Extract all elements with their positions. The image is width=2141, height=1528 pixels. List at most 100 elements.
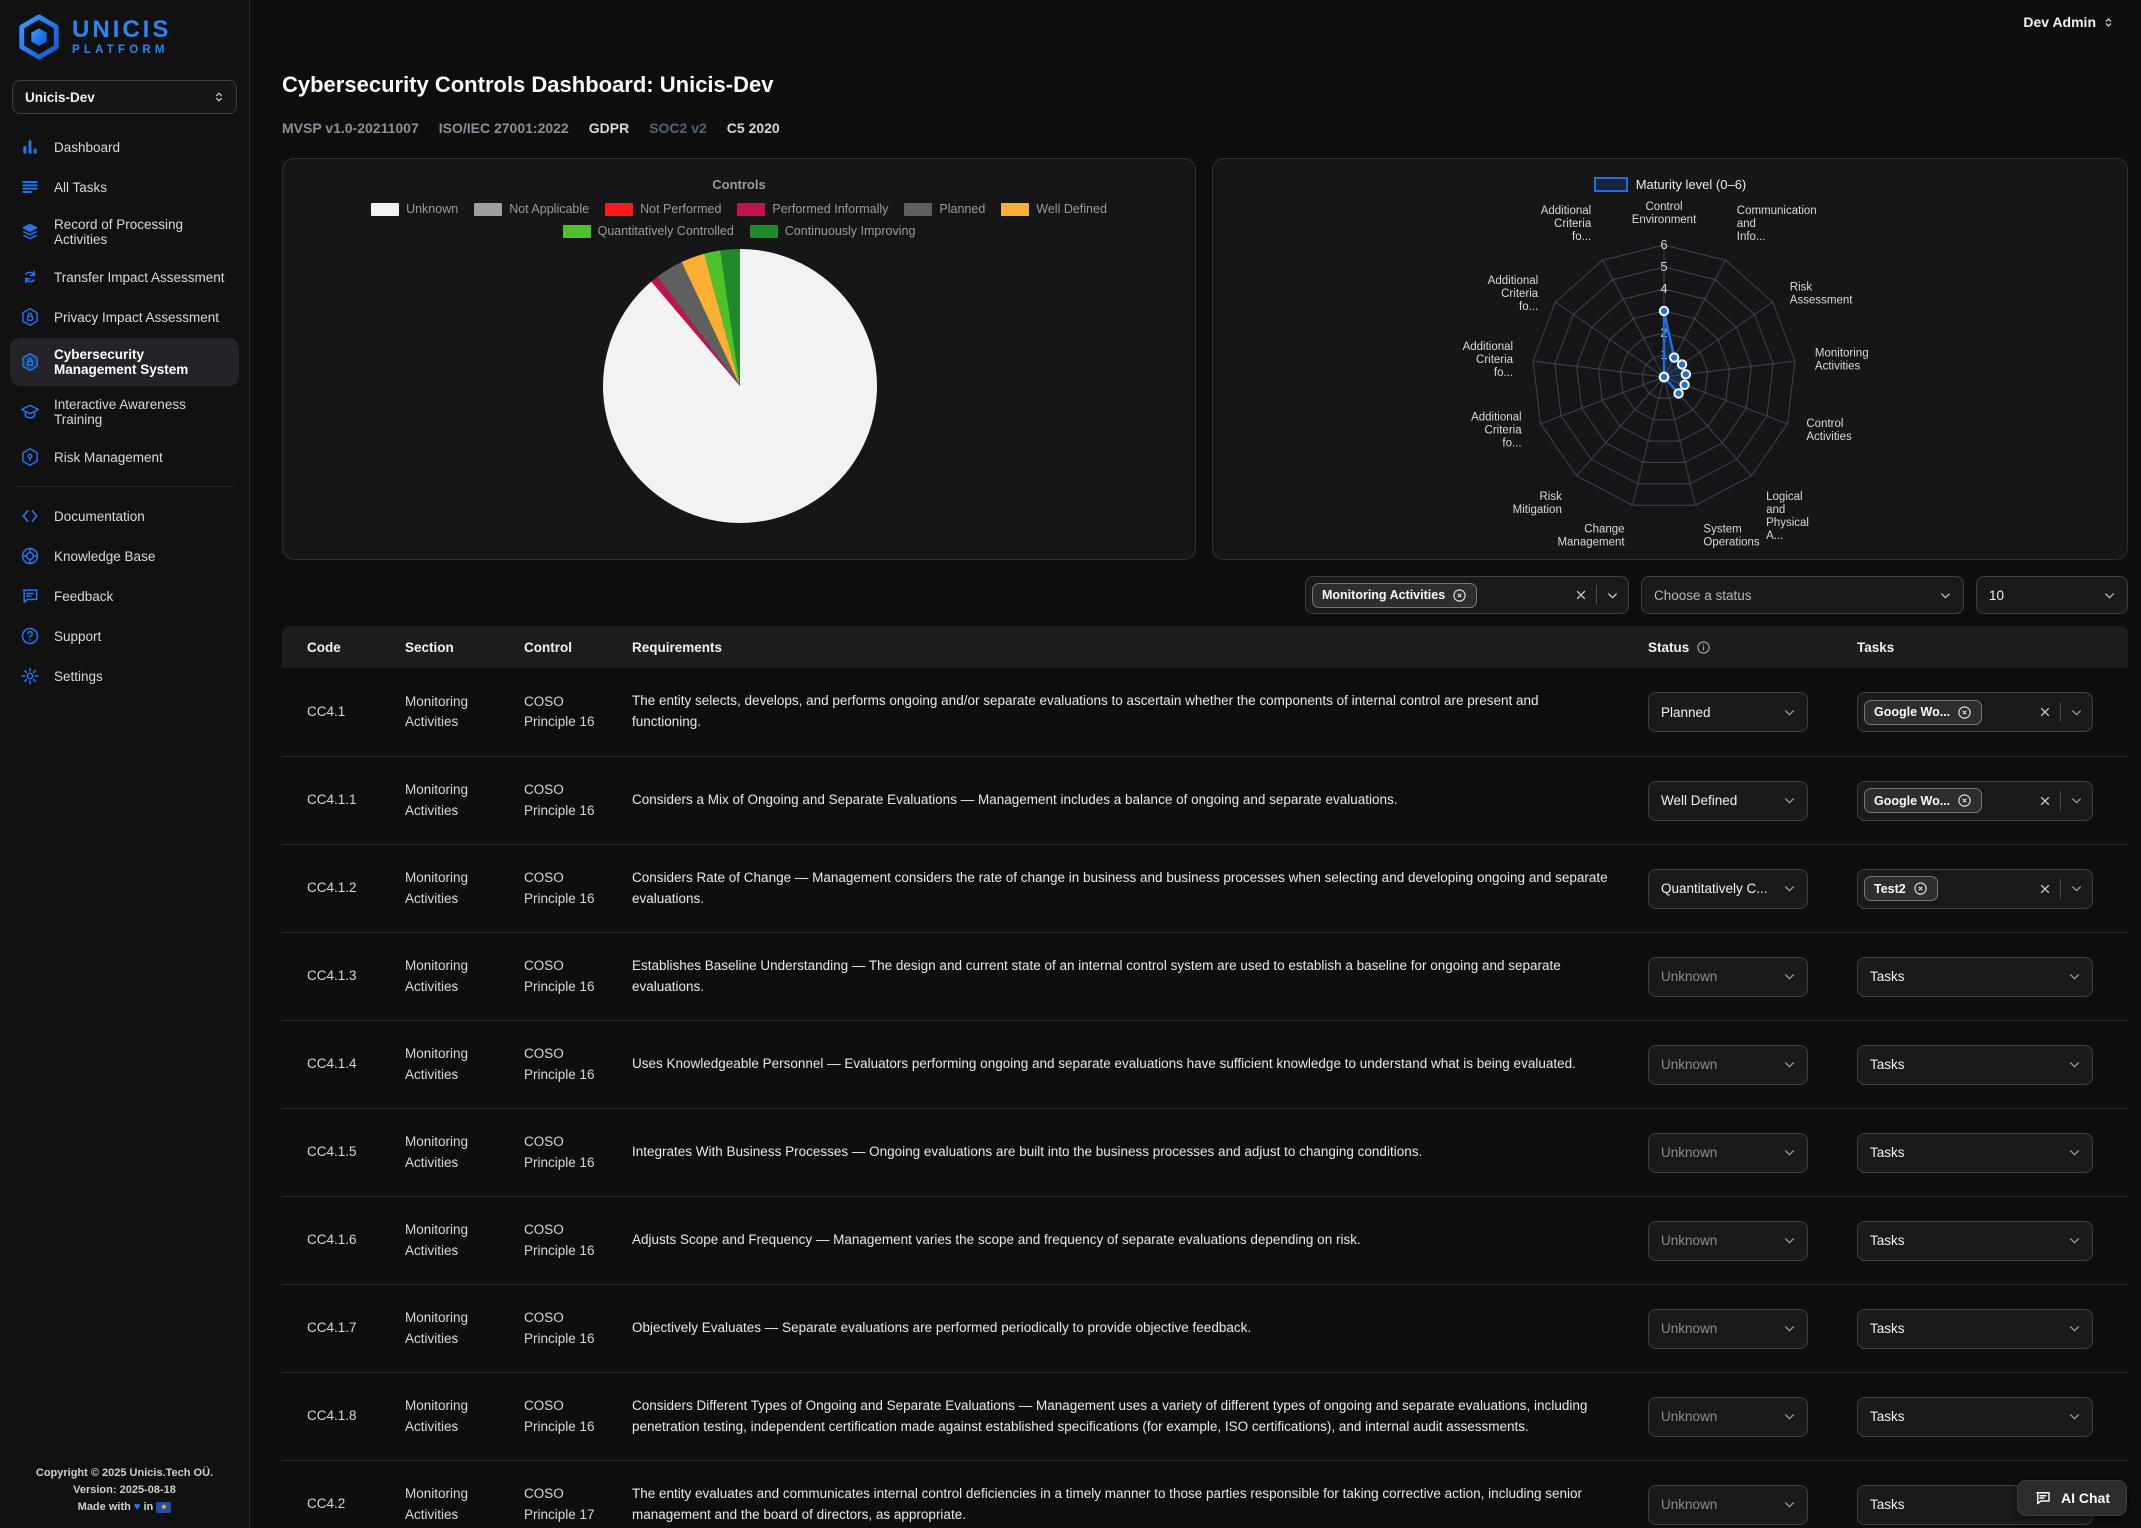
status-select[interactable]: Quantitatively C... <box>1648 868 1808 909</box>
status-select[interactable]: Unknown <box>1648 956 1808 997</box>
pie-legend-item-well-defined[interactable]: Well Defined <box>1001 202 1107 216</box>
chevron-down-icon[interactable] <box>2069 705 2084 720</box>
tab-iso-iec-27001-2022[interactable]: ISO/IEC 27001:2022 <box>438 120 569 136</box>
status-select[interactable]: Well Defined <box>1648 780 1808 821</box>
remove-tag-icon[interactable] <box>1913 881 1928 896</box>
radar-data-point[interactable] <box>1658 305 1670 317</box>
pie-slice-continuously-improving[interactable] <box>720 249 740 386</box>
remove-tag-icon[interactable] <box>1957 705 1972 720</box>
sidebar-item-documentation[interactable]: Documentation <box>10 497 239 535</box>
pie-slice-unknown[interactable] <box>603 249 878 523</box>
sidebar-item-record-of-processing-activities[interactable]: Record of Processing Activities <box>10 208 239 256</box>
sidebar-item-feedback[interactable]: Feedback <box>10 577 239 615</box>
radar-data-point[interactable] <box>1680 369 1692 380</box>
clear-tasks-icon[interactable] <box>2038 882 2052 896</box>
tasks-multiselect[interactable]: Test2 <box>1857 868 2093 909</box>
section-filter[interactable]: Monitoring Activities <box>1305 576 1629 614</box>
pie-legend-item-unknown[interactable]: Unknown <box>371 202 458 216</box>
pie-legend-item-not-applicable[interactable]: Not Applicable <box>474 202 589 216</box>
task-tag[interactable]: Test2 <box>1864 876 1938 901</box>
sidebar-item-all-tasks[interactable]: All Tasks <box>10 168 239 206</box>
tab-gdpr[interactable]: GDPR <box>588 120 630 136</box>
clear-filter-icon[interactable] <box>1574 588 1588 602</box>
tasks-select[interactable]: Tasks <box>1857 1220 2093 1261</box>
sidebar-item-cybersecurity-management-system[interactable]: Cybersecurity Management System <box>10 338 239 386</box>
radar-data-point[interactable] <box>1679 379 1690 391</box>
task-tag[interactable]: Google Wo... <box>1864 699 1983 725</box>
status-filter[interactable]: Choose a status <box>1641 576 1964 614</box>
radar-axis-label: Change Management <box>1557 524 1625 549</box>
status-select[interactable]: Unknown <box>1648 1044 1808 1085</box>
status-value: Unknown <box>1661 1233 1718 1248</box>
pie-slice-performed-informally[interactable] <box>651 276 740 386</box>
col-control: Control <box>524 639 572 655</box>
workspace-selector[interactable]: Unicis-Dev <box>12 80 237 114</box>
sidebar-item-transfer-impact-assessment[interactable]: Transfer Impact Assessment <box>10 258 239 296</box>
tasks-select[interactable]: Tasks <box>1857 1132 2093 1173</box>
pie-slice-quantitatively-controlled[interactable] <box>704 250 740 386</box>
ai-chat-button[interactable]: AI Chat <box>2017 1480 2127 1516</box>
pie-slice-planned[interactable] <box>657 262 740 386</box>
tab-c5-2020[interactable]: C5 2020 <box>726 120 780 136</box>
sidebar-item-privacy-impact-assessment[interactable]: Privacy Impact Assessment <box>10 298 239 336</box>
task-tag[interactable]: Google Wo... <box>1864 788 1983 813</box>
radar-data-point[interactable] <box>1669 352 1680 363</box>
cell-tasks: Tasks <box>1857 956 2128 997</box>
pie-legend-item-planned[interactable]: Planned <box>904 202 985 216</box>
user-menu[interactable]: Dev Admin <box>2023 14 2115 30</box>
tab-mvsp-v1-0-20211007[interactable]: MVSP v1.0-20211007 <box>282 120 419 136</box>
chevron-down-icon[interactable] <box>1605 588 1620 603</box>
tasks-select[interactable]: Tasks <box>1857 956 2093 997</box>
sidebar-item-label: Privacy Impact Assessment <box>54 309 220 325</box>
radar-tick-label: 4 <box>1660 281 1667 296</box>
pie-legend-item-continuously-improving[interactable]: Continuously Improving <box>749 224 915 238</box>
pie-chart-title: Controls <box>712 177 766 192</box>
radar-grid-ring <box>1532 244 1796 506</box>
page-size-select[interactable]: 10 <box>1976 576 2128 614</box>
status-select[interactable]: Unknown <box>1648 1308 1808 1349</box>
radar-legend[interactable]: Maturity level (0–6) <box>1213 177 2127 192</box>
radar-data-point[interactable] <box>1676 359 1688 370</box>
cell-status: Unknown <box>1648 1044 1857 1085</box>
sidebar-item-knowledge-base[interactable]: Knowledge Base <box>10 537 239 575</box>
tasks-placeholder: Tasks <box>1870 1497 1905 1512</box>
legend-swatch <box>562 224 591 238</box>
tasks-select[interactable]: Tasks <box>1857 1044 2093 1085</box>
sidebar-item-interactive-awareness-training[interactable]: Interactive Awareness Training <box>10 388 239 436</box>
pie-slice-well-defined[interactable] <box>681 253 740 386</box>
cell-requirements: The entity evaluates and communicates in… <box>632 1485 1582 1522</box>
pie-legend-item-not-performed[interactable]: Not Performed <box>605 202 721 216</box>
pie-legend-item-performed-informally[interactable]: Performed Informally <box>737 202 888 216</box>
status-select[interactable]: Unknown <box>1648 1396 1808 1437</box>
info-icon[interactable] <box>1696 640 1711 655</box>
tab-soc2-v2[interactable]: SOC2 v2 <box>649 120 707 136</box>
remove-tag-icon[interactable] <box>1452 588 1467 603</box>
legend-swatch <box>1001 202 1030 216</box>
tasks-select[interactable]: Tasks <box>1857 1308 2093 1349</box>
status-select[interactable]: Planned <box>1648 692 1808 732</box>
clear-tasks-icon[interactable] <box>2038 794 2052 808</box>
section-filter-tag[interactable]: Monitoring Activities <box>1312 582 1478 608</box>
chevron-down-icon[interactable] <box>2069 881 2084 896</box>
status-select[interactable]: Unknown <box>1648 1132 1808 1173</box>
sidebar-item-dashboard[interactable]: Dashboard <box>10 128 239 166</box>
clear-tasks-icon[interactable] <box>2038 705 2052 719</box>
radar-legend-swatch <box>1593 177 1628 192</box>
cell-code: CC4.1.4 <box>307 1056 357 1072</box>
radar-data-point[interactable] <box>1673 388 1684 399</box>
radar-data-point[interactable] <box>1658 371 1670 383</box>
status-select[interactable]: Unknown <box>1648 1220 1808 1261</box>
sidebar-item-support[interactable]: Support <box>10 617 239 655</box>
status-select[interactable]: Unknown <box>1648 1484 1808 1525</box>
sidebar-item-settings[interactable]: Settings <box>10 657 239 695</box>
cell-requirements: Integrates With Business Processes — Ong… <box>632 1144 1423 1160</box>
sidebar-item-risk-management[interactable]: Risk Management <box>10 438 239 476</box>
remove-tag-icon[interactable] <box>1957 793 1972 808</box>
tasks-multiselect[interactable]: Google Wo... <box>1857 692 2093 732</box>
cell-code: CC4.2 <box>307 1496 346 1512</box>
code-icon <box>20 506 42 526</box>
tasks-select[interactable]: Tasks <box>1857 1396 2093 1437</box>
pie-legend-item-quantitatively-controlled[interactable]: Quantitatively Controlled <box>562 224 734 238</box>
chevron-down-icon[interactable] <box>2069 793 2084 808</box>
tasks-multiselect[interactable]: Google Wo... <box>1857 780 2093 821</box>
